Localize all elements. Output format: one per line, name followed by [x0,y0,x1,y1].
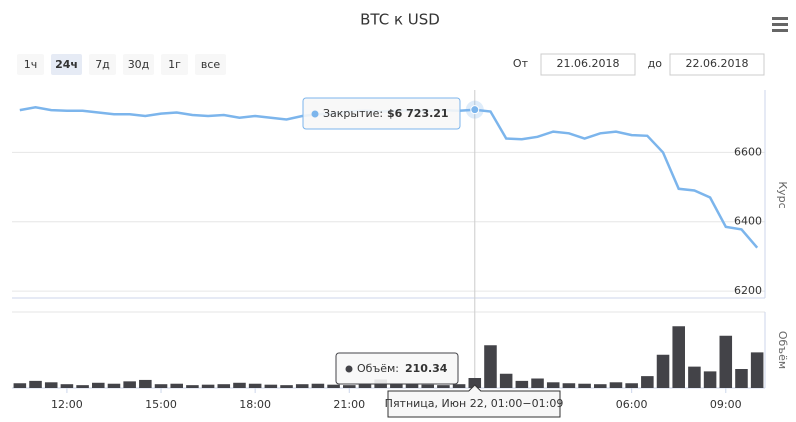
volume-bar [578,383,591,388]
volume-bar [421,384,434,388]
tooltip-series: Закрытие: [323,107,383,120]
hover-point [470,105,480,115]
volume-bar [531,378,544,388]
volume-bar [76,385,89,388]
price-tooltip: Закрытие: $6 723.21 [302,97,461,130]
x-tick-label: 09:00 [710,398,742,411]
volume-bar [515,380,529,388]
volume-bar [280,385,293,388]
volume-bar [170,383,183,388]
volume-bar [123,381,136,388]
volume-bar [327,384,340,388]
range-button[interactable] [89,54,116,75]
tooltip-box [387,384,561,418]
volume-bar [735,369,748,388]
volume-bar [499,373,513,388]
volume-bar [437,385,450,388]
volume-bar [594,384,607,388]
range-button[interactable] [51,54,82,75]
volume-bar [562,383,576,388]
range-button[interactable] [17,54,44,75]
range-button-label: 1ч [24,58,38,71]
range-button-label: 24ч [55,58,78,71]
volume-bar [107,383,121,388]
volume-bar [672,326,685,388]
menu-bar [772,29,788,32]
y2-axis-label: Объём [776,331,789,369]
to-date: 22.06.2018 [686,57,749,70]
tooltip-box [302,97,461,130]
volume-bar [390,383,403,388]
x-tick-label: 15:00 [145,398,177,411]
y-tick-label: 6600 [734,145,762,158]
y-axis-label: Курс [776,181,789,208]
volume-bar [29,380,42,388]
volume-bar [264,384,278,388]
volume-bar [311,383,325,388]
y-tick-label: 6400 [734,215,762,228]
volume-bar [703,371,717,388]
volume-bar [343,385,356,388]
volume-tooltip: Объём: 210.34 [335,352,459,385]
volume-bar [295,384,309,388]
menu-bar [772,23,788,26]
tooltip-box [335,352,459,385]
range-button[interactable] [161,54,188,75]
tooltip-value: 210.34 [405,362,448,375]
x-tick-label: 06:00 [616,398,648,411]
volume-bar [233,382,246,388]
volume-bar [546,382,560,388]
range-button[interactable] [195,54,226,75]
volume-bar [750,352,764,388]
from-label: От [513,57,529,70]
volume-bar [484,345,497,388]
x-tick-label: 21:00 [333,398,365,411]
tooltip-series: Объём: [357,362,399,375]
range-button-label: 1г [168,58,181,71]
from-input[interactable] [540,53,636,76]
tooltip-dot [345,365,353,373]
volume-bar [186,385,199,388]
x-tick-label: 18:00 [239,398,271,411]
from-date: 21.06.2018 [557,57,620,70]
volume-bar [656,354,670,388]
tooltip-header: Пятница, Июн 22, 01:00−01:09 [385,397,564,410]
range-button-label: все [201,58,221,71]
volume-bar [44,382,58,388]
menu-button[interactable] [772,17,788,32]
volume-bar [719,335,733,388]
x-tooltip: Пятница, Июн 22, 01:00−01:09 [385,384,564,418]
range-button-label: 30д [128,58,150,71]
tooltip-value: $6 723.21 [387,107,449,120]
volume-bar [358,384,372,388]
menu-bar [772,17,788,20]
volume-bar [217,384,231,388]
volume-bar [641,376,654,388]
x-tick-label: 12:00 [51,398,83,411]
range-button[interactable] [123,54,154,75]
volume-bar [60,384,74,388]
to-input[interactable] [669,53,765,76]
volume-bar [248,383,262,388]
volume-bar [468,378,482,388]
tooltip-dot [311,110,319,118]
volume-bar [452,384,466,388]
volume-bar [688,366,701,388]
volume-bar [139,379,152,388]
volume-bar [13,383,27,388]
volume-bar [625,383,638,388]
to-label: до [648,57,663,70]
range-button-label: 7д [95,58,110,71]
volume-bar [609,382,623,388]
y-tick-label: 6200 [734,284,762,297]
volume-bar [92,382,105,388]
volume-bar [405,383,419,388]
volume-bar [154,384,168,388]
volume-bar [201,384,215,388]
chart-title: BTC к USD [360,11,440,29]
